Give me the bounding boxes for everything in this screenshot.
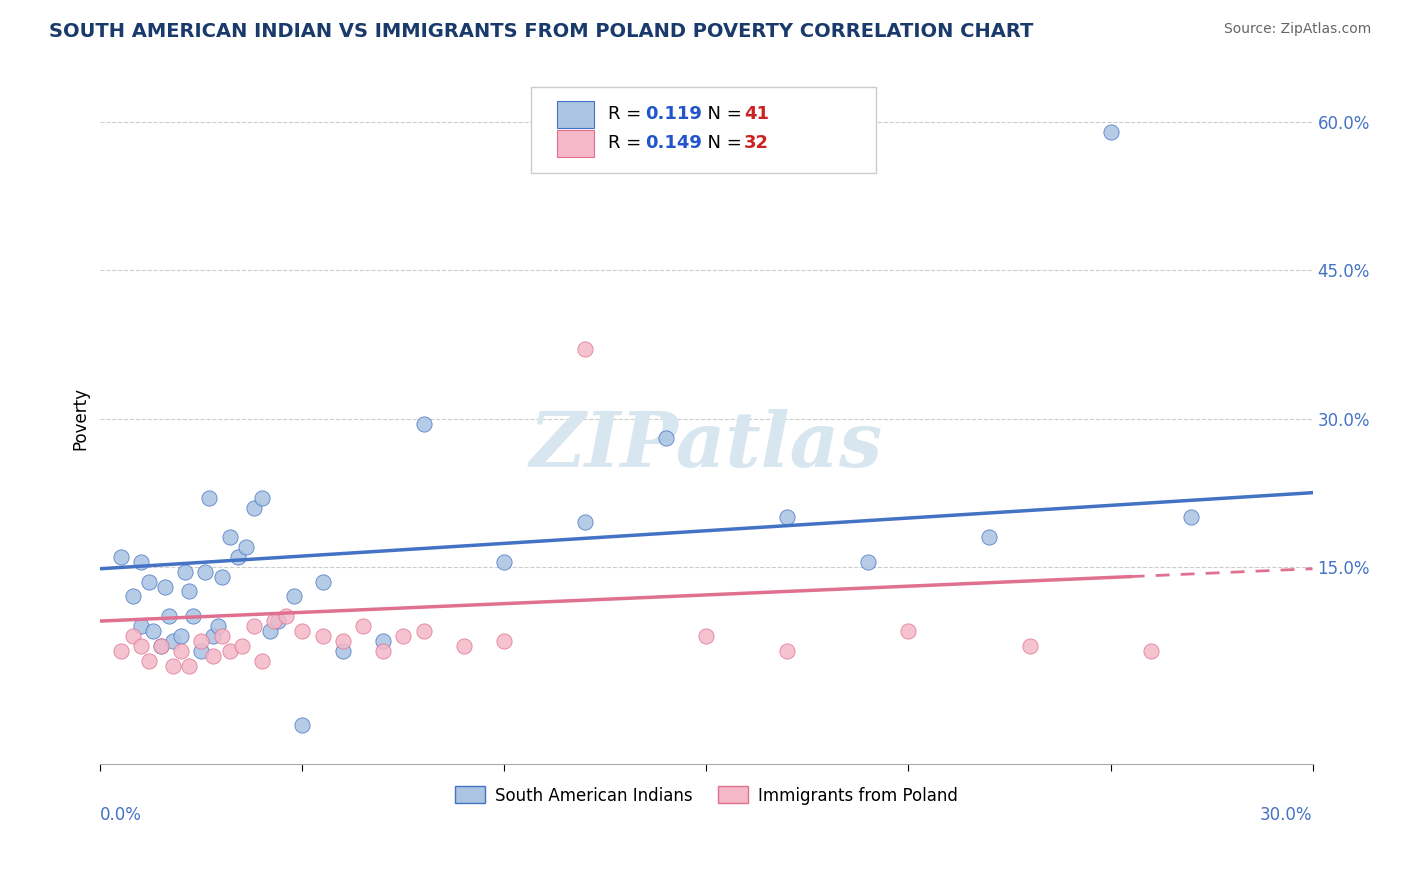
Point (352, 619, 374, 633)
Point (153, 580, 176, 594)
Point (162, 658, 184, 673)
Point (211, 629, 233, 643)
Point (129, 639, 152, 653)
Point (218, 643, 240, 657)
Point (1180, 510, 1202, 524)
Point (170, 629, 193, 643)
Text: N =: N = (696, 135, 747, 153)
Point (283, 590, 305, 604)
Point (110, 549, 132, 564)
Text: 30.0%: 30.0% (1260, 805, 1313, 823)
Point (231, 639, 253, 653)
Point (695, 629, 717, 643)
Text: Source: ZipAtlas.com: Source: ZipAtlas.com (1223, 22, 1371, 37)
Point (129, 555, 152, 569)
Point (138, 574, 160, 589)
Text: R =: R = (609, 135, 647, 153)
Point (332, 633, 354, 648)
Point (373, 643, 395, 657)
Point (412, 417, 434, 431)
Point (181, 609, 204, 624)
Point (190, 643, 212, 657)
Point (291, 624, 314, 638)
Point (267, 614, 290, 628)
Point (453, 639, 475, 653)
Point (198, 491, 221, 505)
Point (207, 619, 229, 633)
Point (412, 624, 434, 638)
Point (190, 633, 212, 648)
Point (776, 643, 799, 657)
Point (1140, 643, 1163, 657)
FancyBboxPatch shape (557, 102, 593, 128)
Point (979, 530, 1001, 544)
Point (121, 629, 143, 643)
Point (211, 569, 233, 583)
Point (574, 343, 596, 357)
Text: 32: 32 (744, 135, 769, 153)
Point (138, 654, 160, 668)
Point (162, 633, 184, 648)
Point (1099, 125, 1122, 139)
Point (142, 624, 165, 638)
Point (149, 639, 172, 653)
Point (250, 491, 273, 505)
Text: 0.149: 0.149 (644, 135, 702, 153)
Y-axis label: Poverty: Poverty (72, 387, 89, 450)
Point (235, 540, 257, 554)
Point (149, 639, 172, 653)
Point (311, 629, 333, 643)
Point (332, 643, 354, 657)
Point (574, 516, 596, 530)
Point (157, 609, 180, 624)
Text: 0.0%: 0.0% (100, 805, 142, 823)
Text: SOUTH AMERICAN INDIAN VS IMMIGRANTS FROM POLAND POVERTY CORRELATION CHART: SOUTH AMERICAN INDIAN VS IMMIGRANTS FROM… (49, 22, 1033, 41)
Point (170, 643, 193, 657)
FancyBboxPatch shape (530, 87, 876, 173)
Text: N =: N = (696, 105, 747, 123)
Point (179, 584, 201, 599)
Point (202, 629, 225, 643)
Point (121, 590, 143, 604)
Point (259, 624, 281, 638)
Point (250, 654, 273, 668)
Point (856, 555, 879, 569)
Point (494, 555, 516, 569)
Point (655, 431, 678, 445)
Point (174, 565, 197, 579)
Point (179, 658, 201, 673)
Point (392, 629, 415, 643)
Point (291, 718, 314, 732)
Text: ZIPatlas: ZIPatlas (530, 409, 883, 483)
Text: 41: 41 (744, 105, 769, 123)
Point (110, 643, 132, 657)
Point (263, 614, 285, 628)
Point (373, 633, 395, 648)
FancyBboxPatch shape (557, 130, 593, 157)
Point (218, 530, 240, 544)
Legend: South American Indians, Immigrants from Poland: South American Indians, Immigrants from … (449, 780, 965, 811)
Point (129, 619, 152, 633)
Point (494, 633, 516, 648)
Point (243, 619, 266, 633)
Point (243, 500, 266, 515)
Point (311, 574, 333, 589)
Point (226, 549, 249, 564)
Text: R =: R = (609, 105, 647, 123)
Point (1018, 639, 1040, 653)
Point (276, 609, 298, 624)
Point (897, 624, 920, 638)
Point (202, 648, 225, 663)
Text: 0.119: 0.119 (644, 105, 702, 123)
Point (194, 565, 217, 579)
Point (776, 510, 799, 524)
